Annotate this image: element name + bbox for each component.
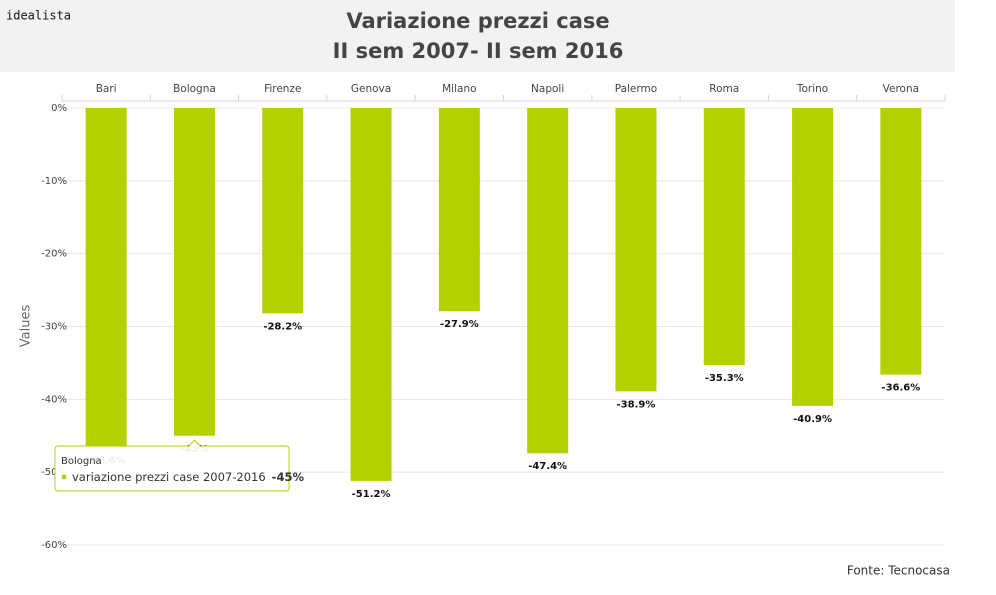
brand: idealista <box>6 9 71 23</box>
bar <box>350 108 392 481</box>
x-tick-label: Verona <box>883 83 919 95</box>
y-tick-label: 0% <box>51 103 67 114</box>
x-tick-label: Roma <box>709 83 739 95</box>
x-tick-label: Firenze <box>264 83 301 95</box>
bar <box>703 108 745 366</box>
x-tick-label: Bologna <box>173 83 216 95</box>
tooltip-text: variazione prezzi case 2007-2016 -45% <box>72 470 304 484</box>
tooltip-pointer <box>188 439 201 447</box>
value-label: -35.3% <box>705 373 744 384</box>
y-tick-label: -60% <box>41 540 67 551</box>
x-tick-label: Palermo <box>615 83 657 95</box>
value-label: -38.9% <box>617 399 656 410</box>
bar <box>615 108 657 392</box>
value-label: -51.2% <box>352 489 391 500</box>
bar <box>792 108 834 406</box>
value-label: -40.9% <box>793 414 832 425</box>
chart-subtitle: II sem 2007- II sem 2016 <box>333 39 624 63</box>
tooltip-category: Bologna <box>61 456 102 467</box>
bar <box>262 108 304 314</box>
tooltip-bullet <box>61 474 67 480</box>
value-label: -47.4% <box>528 461 567 472</box>
x-tick-label: Napoli <box>531 83 564 95</box>
y-tick-label: -30% <box>41 322 67 333</box>
chart-title: Variazione prezzi case <box>346 9 609 33</box>
value-label: -36.6% <box>881 383 920 394</box>
bar <box>173 108 215 436</box>
y-tick-label: -10% <box>41 176 67 187</box>
bar <box>438 108 480 312</box>
tooltip: Bologna variazione prezzi case 2007-2016-… <box>54 439 304 492</box>
y-tick-label: -40% <box>41 394 67 405</box>
tooltip-box <box>54 445 290 492</box>
header-band <box>0 0 955 72</box>
y-tick-label: -50% <box>41 467 67 478</box>
bar <box>880 108 922 375</box>
value-label: -28.2% <box>263 321 302 332</box>
plot: 0%-10%-20%-30%-40%-50%-60%Bari-46.6%Bolo… <box>41 83 946 551</box>
x-tick-label: Bari <box>96 83 117 95</box>
source: Fonte: Tecnocasa <box>847 564 950 578</box>
x-tick-label: Torino <box>796 83 828 95</box>
x-tick-label: Genova <box>351 83 391 95</box>
value-label: -27.9% <box>440 319 479 330</box>
tooltip-value: -45% <box>272 470 305 484</box>
tooltip-series: variazione prezzi case 2007-2016 <box>72 470 266 484</box>
y-axis-label: Values <box>19 305 34 348</box>
bar <box>527 108 569 454</box>
x-tick-label: Milano <box>442 83 476 95</box>
bar <box>85 108 127 448</box>
y-tick-label: -20% <box>41 249 67 260</box>
